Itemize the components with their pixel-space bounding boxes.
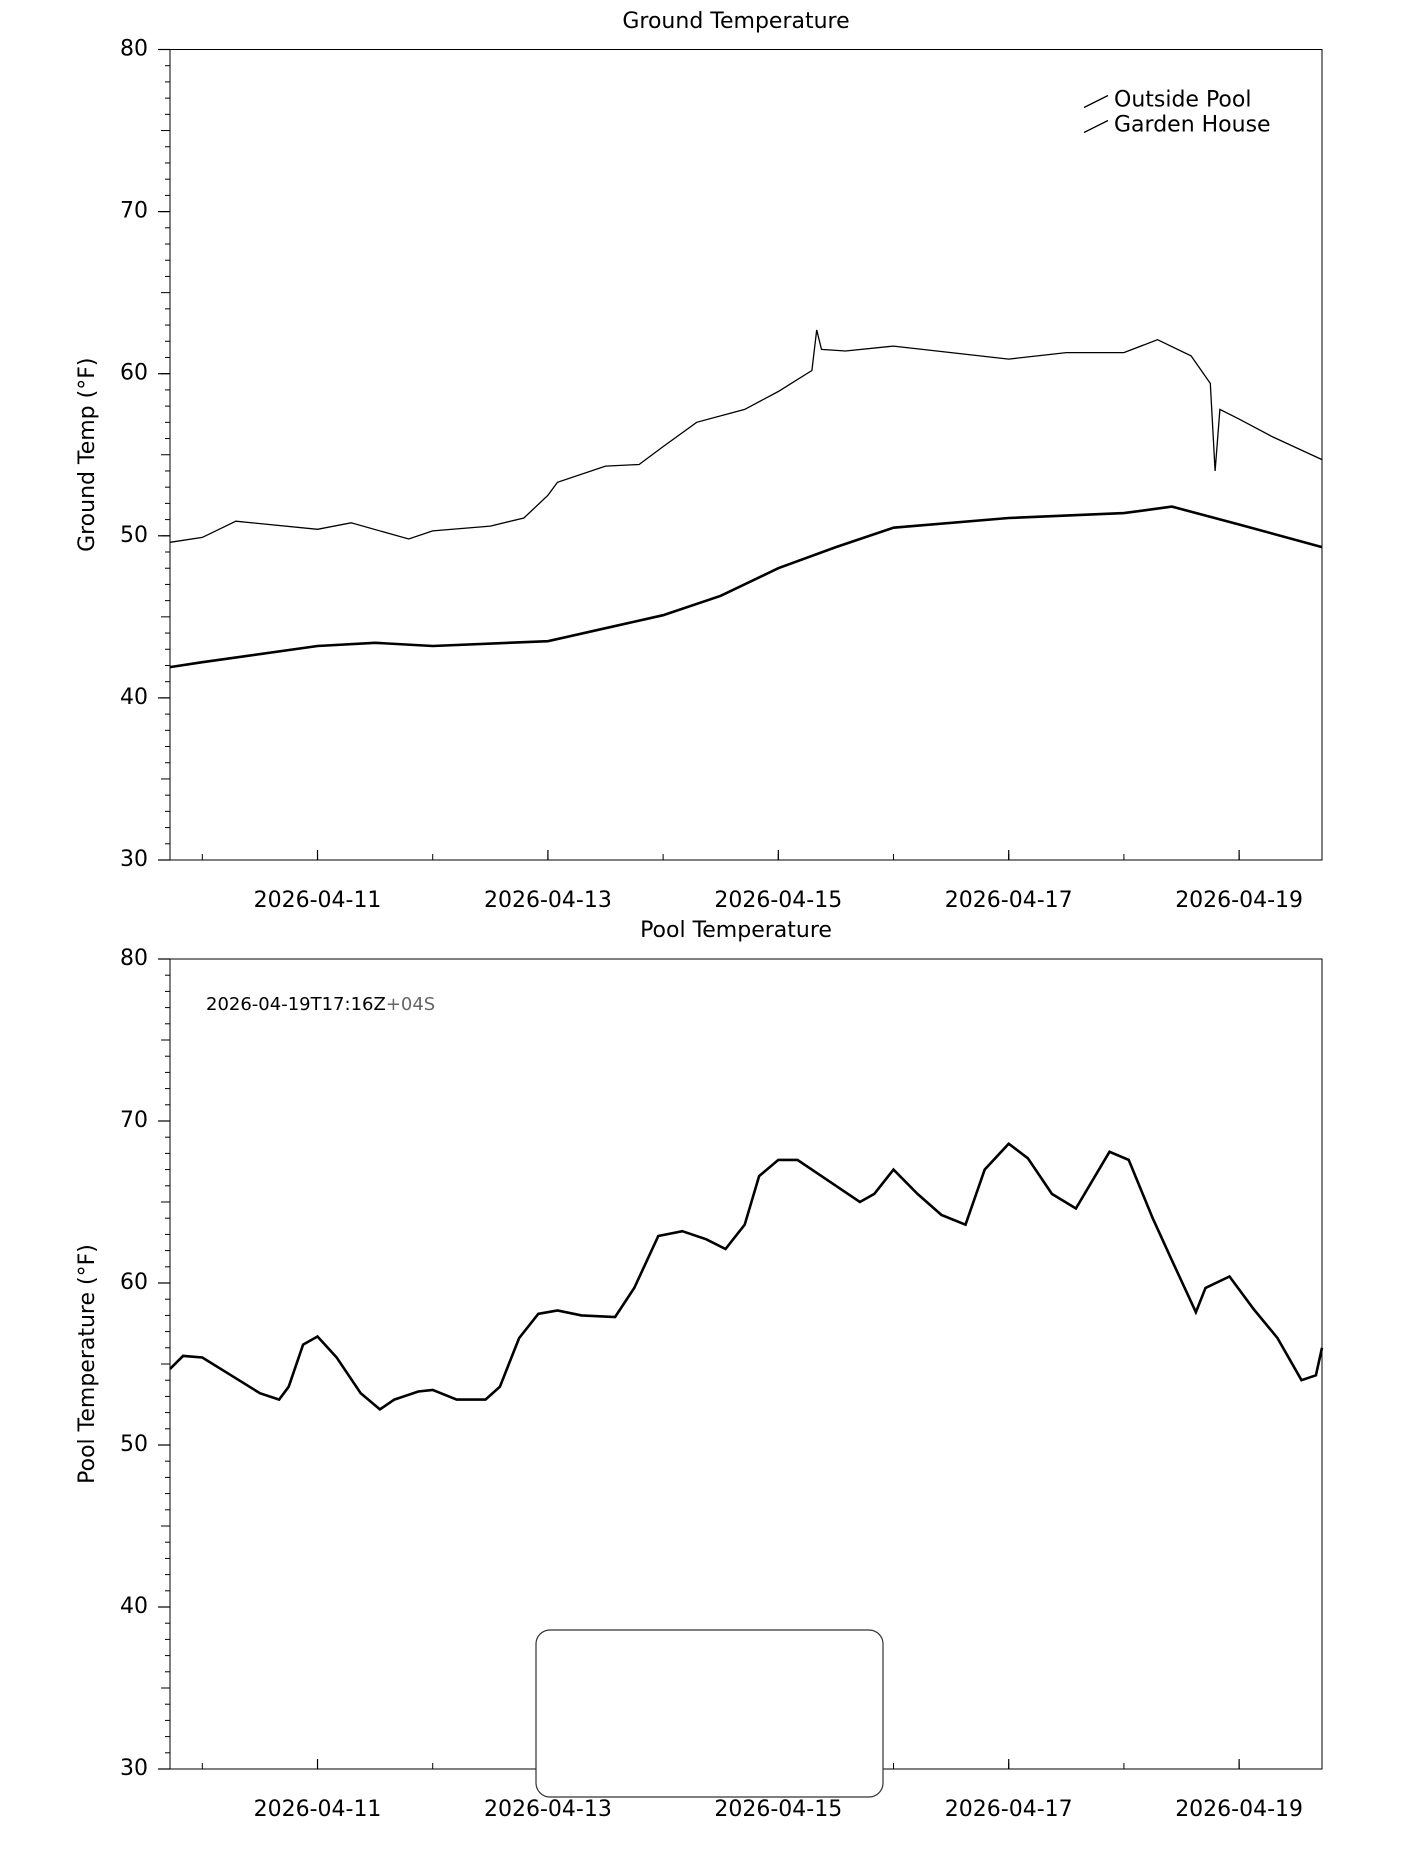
- y-tick-label: 60: [120, 361, 148, 386]
- x-tick-label: 2026-04-19: [1175, 888, 1303, 913]
- x-tick-label: 2026-04-15: [714, 1797, 842, 1822]
- plot-frame: [169, 49, 1323, 861]
- chart-title: Pool Temperature: [640, 918, 832, 943]
- y-tick-label: 40: [120, 1594, 148, 1619]
- chart-title: Ground Temperature: [622, 9, 849, 34]
- x-tick-label: 2026-04-11: [254, 888, 382, 913]
- y-tick-label: 30: [120, 847, 148, 872]
- x-tick-label: 2026-04-11: [254, 1797, 382, 1822]
- y-tick-label: 70: [120, 199, 148, 224]
- x-tick-label: 2026-04-13: [484, 1797, 612, 1822]
- x-tick-label: 2026-04-13: [484, 888, 612, 913]
- legend-label: Garden House: [1114, 113, 1271, 138]
- y-tick-label: 50: [120, 1432, 148, 1457]
- series-line: [169, 505, 1323, 669]
- x-tick-label: 2026-04-17: [945, 1797, 1073, 1822]
- y-tick-label: 80: [120, 37, 148, 62]
- series-line: [169, 329, 1323, 543]
- legend-swatch: [1083, 119, 1109, 134]
- series-line: [169, 1141, 1324, 1412]
- y-tick-label: 30: [120, 1756, 148, 1781]
- legend-label: Outside Pool: [1114, 88, 1251, 113]
- y-tick-label: 50: [120, 523, 148, 548]
- x-tick-label: 2026-04-15: [714, 888, 842, 913]
- annotation-suffix: +04S: [386, 994, 435, 1015]
- y-axis-label: Pool Temperature (°F): [75, 1244, 100, 1484]
- annotation: 2026-04-19T17:16Z+04S: [206, 994, 435, 1015]
- x-tick-label: 2026-04-19: [1175, 1797, 1303, 1822]
- overlay-box: [535, 1629, 884, 1798]
- x-tick-label: 2026-04-17: [945, 888, 1073, 913]
- annotation-time: 2026-04-19T17:16Z: [206, 994, 386, 1015]
- y-axis-label: Ground Temp (°F): [75, 358, 100, 552]
- y-tick-label: 60: [120, 1270, 148, 1295]
- y-tick-label: 70: [120, 1108, 148, 1133]
- y-tick-label: 40: [120, 685, 148, 710]
- legend-swatch: [1083, 94, 1109, 109]
- y-tick-label: 80: [120, 946, 148, 971]
